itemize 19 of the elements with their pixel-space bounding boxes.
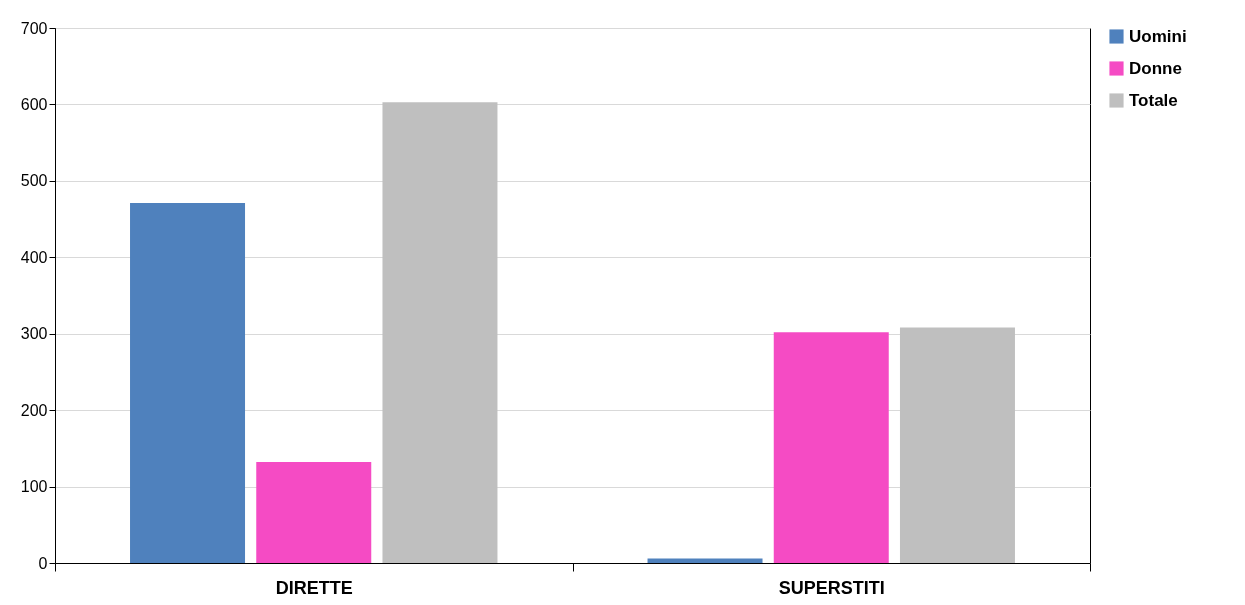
y-tick-label: 100 — [20, 478, 48, 496]
bar — [130, 203, 246, 563]
y-tick-label: 700 — [20, 19, 48, 37]
legend-label: Totale — [1129, 90, 1178, 110]
legend-label: Uomini — [1129, 26, 1187, 46]
y-tick-label: 600 — [20, 95, 48, 113]
y-tick-label: 400 — [20, 248, 48, 266]
bar — [773, 332, 889, 563]
y-tick-label: 500 — [20, 172, 48, 190]
legend-label: Donne — [1129, 58, 1182, 78]
x-tick-label: DIRETTE — [275, 577, 353, 598]
y-tick-label: 300 — [20, 325, 48, 343]
y-tick-label: 200 — [20, 401, 48, 419]
y-tick-label: 0 — [38, 554, 48, 572]
bar — [647, 558, 763, 563]
x-tick-label: SUPERSTITI — [778, 577, 885, 598]
bar — [382, 102, 498, 563]
bar — [899, 327, 1015, 563]
bar — [256, 462, 372, 563]
